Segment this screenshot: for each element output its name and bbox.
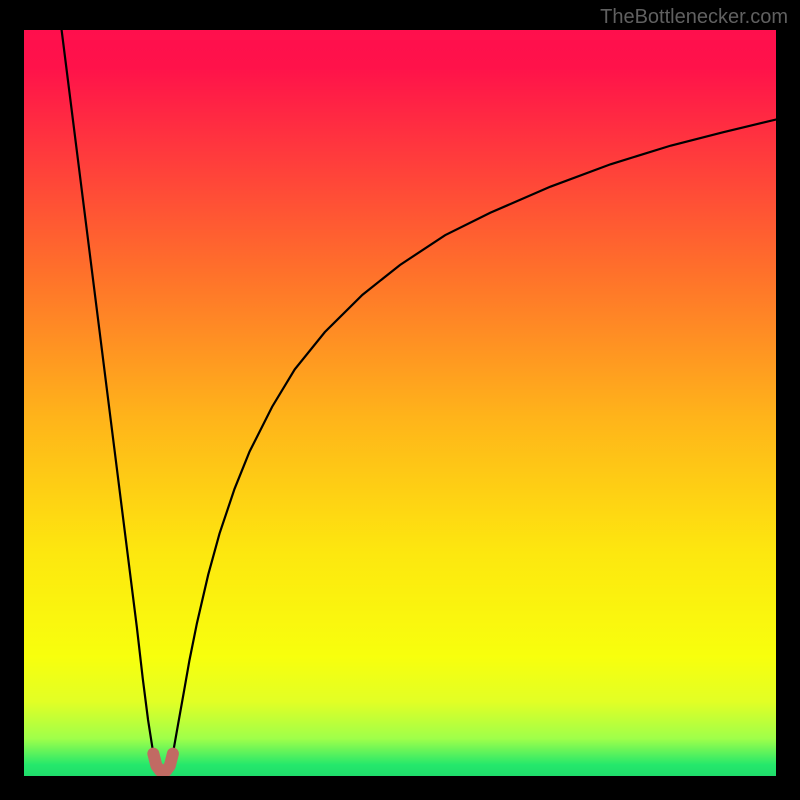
gradient-background xyxy=(24,30,776,776)
plot-area xyxy=(24,30,776,776)
watermark-text: TheBottlenecker.com xyxy=(600,6,788,29)
stage: TheBottlenecker.com xyxy=(0,0,800,800)
